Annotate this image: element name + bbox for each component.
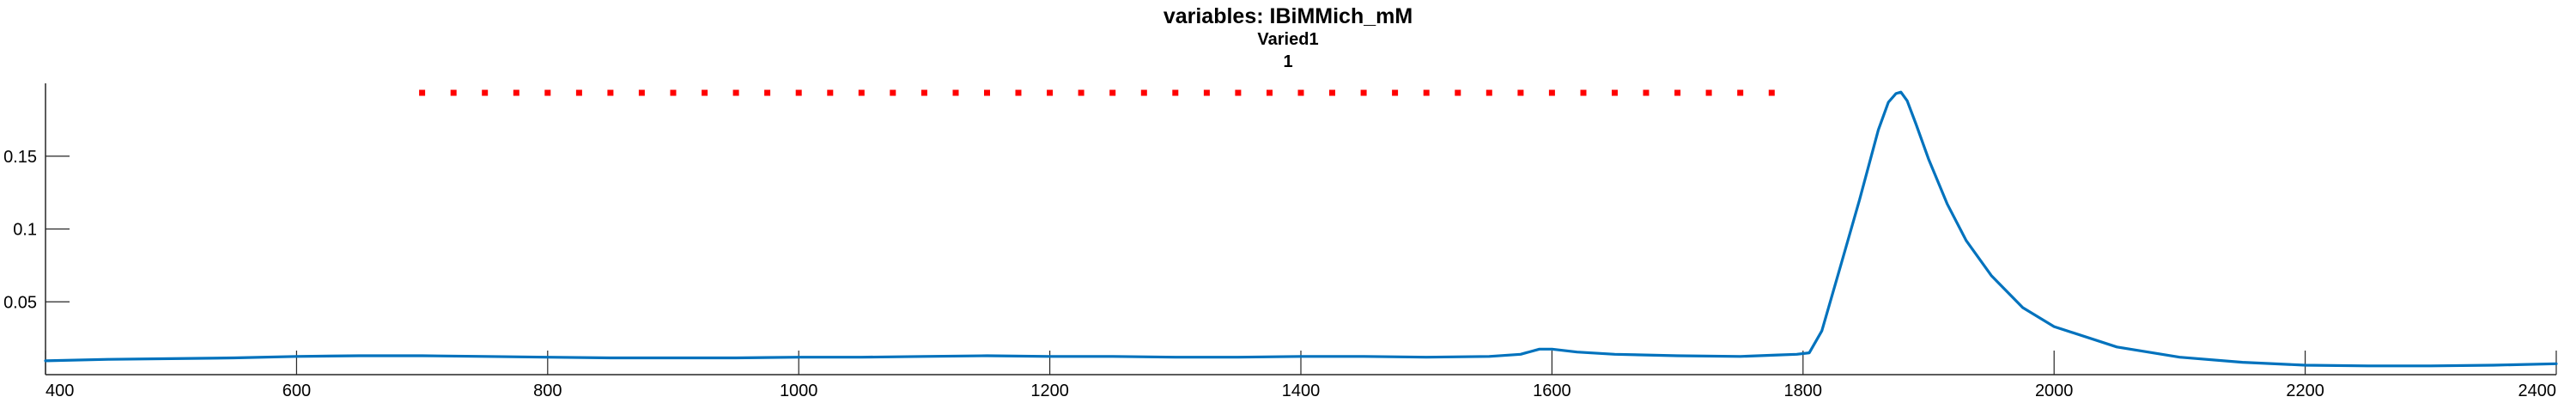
- marker-point: [1455, 89, 1461, 96]
- marker-point: [1392, 89, 1399, 96]
- plot-area: 400 600 800 1000 1200 1400 1600 1800 2000 2200 240…: [3, 83, 2558, 400]
- marker-point: [1612, 89, 1618, 96]
- series-markers: [419, 89, 1775, 96]
- marker-point: [1267, 89, 1273, 96]
- marker-point: [544, 89, 551, 96]
- marker-point: [920, 89, 927, 96]
- y-tick-label: 0.05: [3, 293, 37, 312]
- y-tick-label: 0.1: [13, 221, 37, 240]
- y-ticks: 0.05 0.1 0.15: [3, 148, 70, 312]
- marker-point: [1548, 89, 1555, 96]
- x-tick-label: 1600: [1533, 382, 1571, 400]
- marker-point: [1705, 89, 1712, 96]
- x-tick-label: 2200: [2286, 382, 2324, 400]
- marker-point: [1485, 89, 1492, 96]
- x-tick-label: 800: [533, 382, 562, 400]
- marker-point: [984, 89, 990, 96]
- marker-point: [795, 89, 802, 96]
- marker-point: [607, 89, 614, 96]
- marker-point: [1172, 89, 1179, 96]
- marker-point: [764, 89, 771, 96]
- marker-point: [1768, 89, 1775, 96]
- x-tick-label: 400: [46, 382, 74, 400]
- marker-point: [702, 89, 708, 96]
- marker-point: [513, 89, 519, 96]
- marker-point: [1297, 89, 1304, 96]
- marker-point: [450, 89, 457, 96]
- marker-point: [858, 89, 865, 96]
- marker-point: [1078, 89, 1084, 96]
- marker-point: [1517, 89, 1524, 96]
- marker-point: [1203, 89, 1210, 96]
- marker-point: [419, 89, 426, 96]
- marker-point: [1140, 89, 1147, 96]
- marker-point: [827, 89, 834, 96]
- marker-point: [1580, 89, 1587, 96]
- x-tick-label: 1400: [1282, 382, 1321, 400]
- y-tick-label: 0.15: [3, 148, 37, 167]
- marker-point: [638, 89, 645, 96]
- x-tick-label: 1200: [1030, 382, 1069, 400]
- marker-point: [670, 89, 677, 96]
- marker-point: [732, 89, 739, 96]
- x-tick-label: 1000: [780, 382, 818, 400]
- chart-subtitle-line-1: Varied1: [1257, 30, 1318, 49]
- chart-subtitle-line-2: 1: [1283, 52, 1292, 71]
- series-line: [44, 90, 2558, 368]
- marker-point: [890, 89, 896, 96]
- marker-point: [1109, 89, 1116, 96]
- x-tick-label: 600: [283, 382, 311, 400]
- marker-point: [952, 89, 959, 96]
- marker-point: [1360, 89, 1367, 96]
- marker-point: [1047, 89, 1054, 96]
- marker-point: [1423, 89, 1430, 96]
- marker-point: [482, 89, 489, 96]
- marker-point: [1643, 89, 1649, 96]
- marker-point: [1235, 89, 1242, 96]
- x-tick-label: 2400: [2518, 382, 2557, 400]
- chart-title: variables: IBiMMich_mM: [1163, 4, 1413, 28]
- marker-point: [1737, 89, 1744, 96]
- x-tick-label: 2000: [2035, 382, 2074, 400]
- x-ticks: 400 600 800 1000 1200 1400 1600 1800 2000 2200 240…: [45, 351, 2557, 400]
- marker-point: [1329, 89, 1335, 96]
- marker-point: [1674, 89, 1681, 96]
- marker-point: [1015, 89, 1022, 96]
- marker-point: [575, 89, 582, 96]
- x-tick-label: 1800: [1784, 382, 1823, 400]
